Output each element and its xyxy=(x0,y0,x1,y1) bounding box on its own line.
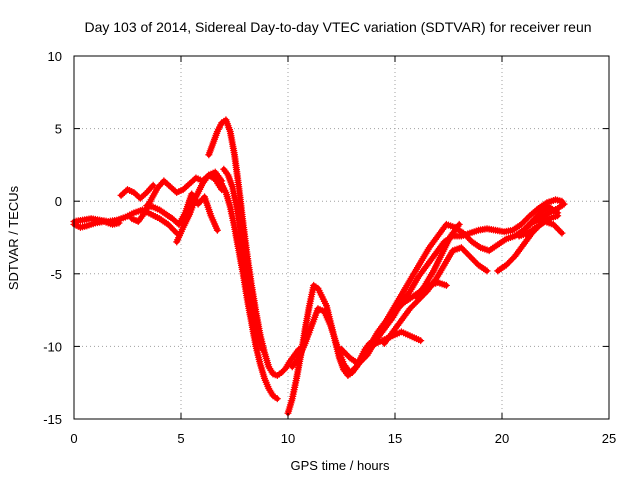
series-markers xyxy=(143,190,221,234)
series-satellite-track-19 xyxy=(519,200,568,234)
x-tick-label: 15 xyxy=(388,431,402,446)
x-tick-label: 10 xyxy=(281,431,295,446)
series-satellite-track-3 xyxy=(117,181,157,202)
x-tick-label: 25 xyxy=(602,431,616,446)
series-satellite-track-16 xyxy=(412,220,463,301)
series-markers xyxy=(380,244,491,347)
plot-area xyxy=(70,116,568,417)
y-tick-label: -10 xyxy=(43,339,62,354)
y-axis-label: SDTVAR / TECUs xyxy=(6,185,21,290)
series-markers xyxy=(519,200,568,234)
grid xyxy=(74,56,609,419)
y-tick-label: 5 xyxy=(55,122,62,137)
series-markers xyxy=(412,220,463,301)
series-satellite-track-18 xyxy=(515,218,566,240)
series-markers xyxy=(209,171,281,403)
series-satellite-track-9 xyxy=(220,165,266,353)
series-satellite-track-5 xyxy=(143,190,221,234)
series-satellite-track-14 xyxy=(380,244,491,347)
y-tick-label: 10 xyxy=(48,49,62,64)
series-satellite-track-8 xyxy=(209,171,281,403)
y-tick-label: 0 xyxy=(55,194,62,209)
x-tick-label: 0 xyxy=(70,431,77,446)
plot-frame xyxy=(73,55,610,420)
series-markers xyxy=(220,165,266,353)
x-axis-label: GPS time / hours xyxy=(291,458,390,473)
y-tick-label: -15 xyxy=(43,412,62,427)
x-tick-label: 20 xyxy=(495,431,509,446)
series-markers xyxy=(515,218,566,240)
series-markers xyxy=(117,181,157,202)
chart-title: Day 103 of 2014, Sidereal Day-to-day VTE… xyxy=(84,19,591,35)
x-tick-label: 5 xyxy=(177,431,184,446)
ticks: 0 5 10 15 20 25 -15 -10 -5 0 5 10 xyxy=(43,49,616,446)
y-tick-label: -5 xyxy=(50,267,62,282)
